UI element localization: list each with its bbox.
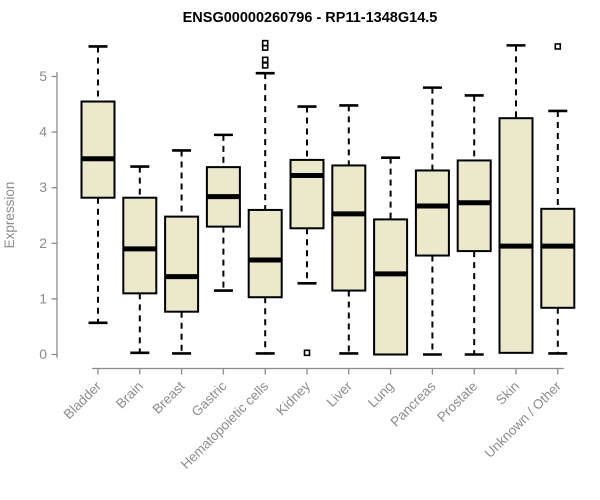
iqr-box bbox=[80, 100, 116, 199]
x-category-label: Kidney bbox=[273, 378, 313, 418]
x-category-label: Gastric bbox=[189, 378, 230, 419]
x-category-label: Skin bbox=[493, 379, 522, 408]
y-tick-label: 2 bbox=[39, 235, 47, 251]
x-category-label: Breast bbox=[150, 378, 188, 416]
x-category-label: Liver bbox=[324, 378, 356, 410]
y-tick-label: 3 bbox=[39, 179, 47, 195]
iqr-box bbox=[331, 164, 367, 292]
x-category-label: Lung bbox=[365, 379, 397, 411]
box-prostate bbox=[456, 94, 492, 356]
iqr-box bbox=[289, 158, 325, 230]
outlier-point bbox=[261, 56, 269, 64]
iqr-box bbox=[373, 218, 409, 356]
y-axis-label: Expression bbox=[2, 182, 17, 249]
box-brain bbox=[122, 165, 158, 355]
box-lung bbox=[373, 156, 409, 356]
iqr-box bbox=[122, 196, 158, 295]
iqr-box bbox=[540, 207, 576, 309]
box-liver bbox=[331, 104, 367, 355]
y-tick-label: 4 bbox=[39, 124, 47, 140]
y-tick-label: 1 bbox=[39, 290, 47, 306]
outlier-point bbox=[261, 39, 269, 47]
boxplot-series bbox=[80, 39, 576, 357]
y-tick-label: 0 bbox=[39, 346, 47, 362]
box-gastric bbox=[205, 133, 241, 292]
outlier-point bbox=[554, 43, 562, 50]
box-breast bbox=[164, 149, 200, 355]
iqr-box bbox=[498, 117, 534, 354]
x-category-label: Pancreas bbox=[388, 378, 439, 429]
chart-title: ENSG00000260796 - RP11-1348G14.5 bbox=[183, 10, 438, 26]
y-tick-label: 5 bbox=[39, 68, 47, 84]
outlier-point bbox=[303, 349, 311, 357]
x-category-label: Prostate bbox=[434, 379, 480, 425]
x-category-label: Brain bbox=[113, 379, 146, 412]
box-hematopoietic-cells bbox=[247, 39, 283, 355]
x-category-label: Unknown / Other bbox=[482, 378, 565, 461]
outlier-point bbox=[261, 62, 269, 69]
iqr-box bbox=[456, 159, 492, 253]
box-skin bbox=[498, 44, 534, 354]
iqr-box bbox=[164, 215, 200, 313]
box-bladder bbox=[80, 45, 116, 325]
box-unknown-other bbox=[540, 43, 576, 355]
iqr-box bbox=[247, 208, 283, 299]
box-pancreas bbox=[414, 86, 450, 356]
box-kidney bbox=[289, 105, 325, 357]
iqr-box bbox=[414, 169, 450, 257]
x-category-label: Bladder bbox=[61, 378, 105, 422]
